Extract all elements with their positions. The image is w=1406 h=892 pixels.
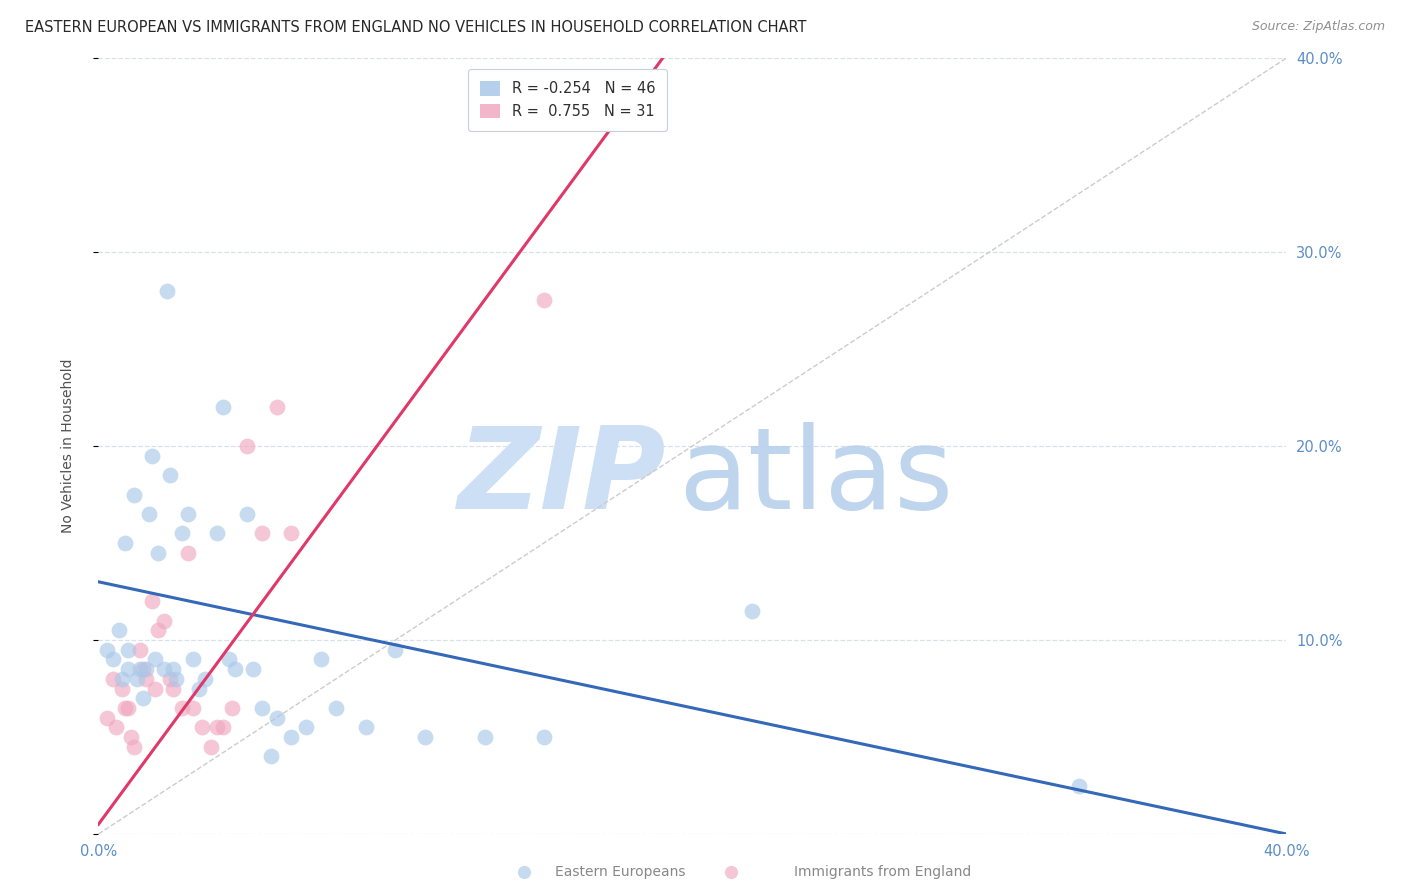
Point [132,662,155,676]
Point [205,526,228,541]
Text: atlas: atlas [678,422,953,533]
Point [170,526,193,541]
Point [141,449,163,463]
Point [212,400,235,414]
Point [132,691,155,706]
Point [103,672,125,686]
Point [111,681,134,696]
Point [250,526,273,541]
Point [114,536,136,550]
Point [191,720,214,734]
Point [354,720,377,734]
Point [176,546,198,560]
Point [156,284,179,298]
Point [146,546,169,560]
Point [165,672,187,686]
Text: Eastern Europeans: Eastern Europeans [555,865,686,880]
Point [200,739,222,754]
Point [170,701,193,715]
Point [309,652,332,666]
Point [325,701,347,715]
Point [122,487,145,501]
Point [224,662,246,676]
Point [212,720,235,734]
Text: Immigrants from England: Immigrants from England [794,865,972,880]
Point [176,507,198,521]
Point [242,662,264,676]
Point [117,701,139,715]
Point [741,604,763,618]
Point [117,642,139,657]
Point [236,439,259,453]
Point [533,293,555,308]
Point [159,468,181,483]
Point [105,720,128,734]
Point [221,701,243,715]
Point [152,614,174,628]
Point [266,710,288,724]
Point [929,764,952,778]
Point [295,720,318,734]
Y-axis label: No Vehicles in Household: No Vehicles in Household [60,359,75,533]
Point [183,701,205,715]
Point [135,672,157,686]
Point [218,652,240,666]
Point [194,672,217,686]
Point [280,730,302,744]
Point [413,730,436,744]
Text: EASTERN EUROPEAN VS IMMIGRANTS FROM ENGLAND NO VEHICLES IN HOUSEHOLD CORRELATION: EASTERN EUROPEAN VS IMMIGRANTS FROM ENGL… [25,20,807,35]
Point [384,642,406,657]
Point [103,652,125,666]
Point [141,594,163,608]
Point [260,749,283,764]
Point [138,507,160,521]
Point [183,652,205,666]
Point [188,681,211,696]
Point [474,730,496,744]
Point [129,662,152,676]
Point [162,681,184,696]
Point [117,662,139,676]
Point [162,662,184,676]
Point [205,720,228,734]
Point [120,730,142,744]
Point [108,624,131,638]
Legend: R = -0.254   N = 46, R =  0.755   N = 31: R = -0.254 N = 46, R = 0.755 N = 31 [468,70,666,130]
Point [266,400,288,414]
Point [533,730,555,744]
Point [236,507,259,521]
Point [129,642,152,657]
Point [146,624,169,638]
Text: ZIP: ZIP [458,422,666,533]
Point [159,672,181,686]
Point [1067,779,1090,793]
Point [96,710,118,724]
Point [152,662,174,676]
Point [143,652,166,666]
Text: Source: ZipAtlas.com: Source: ZipAtlas.com [1251,20,1385,33]
Point [125,672,148,686]
Point [122,739,145,754]
Point [135,662,157,676]
Point [250,701,273,715]
Point [280,526,302,541]
Point [111,672,134,686]
Point [114,701,136,715]
Point [96,642,118,657]
Point [143,681,166,696]
Point [578,89,600,103]
